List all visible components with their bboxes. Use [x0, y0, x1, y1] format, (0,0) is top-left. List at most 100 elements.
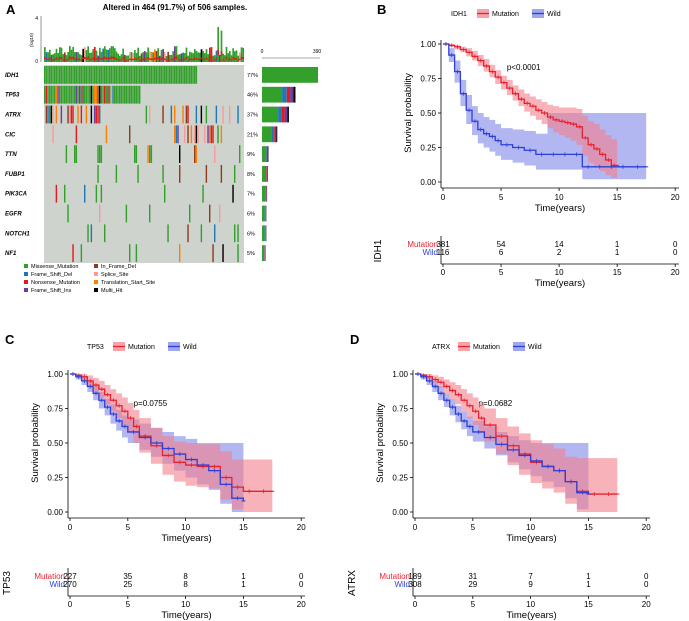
mutation-cell: [85, 105, 88, 124]
risk-count-wild: 25: [123, 580, 132, 589]
risk-x-tick-label: 0: [68, 600, 73, 609]
tmb-bar-segment: [187, 59, 189, 61]
x-tick-label: 5: [471, 523, 476, 532]
tmb-bar: [84, 47, 86, 62]
mutation-cell: [174, 105, 176, 124]
mutation-survival-curve: [443, 43, 618, 167]
tmb-bar-segment: [185, 56, 188, 60]
mutation-cell: [87, 66, 89, 84]
legend-swatch: [94, 280, 98, 284]
mutation-cell: [49, 85, 51, 104]
tmb-bar: [139, 55, 141, 62]
p-value: p<0.0001: [507, 63, 541, 72]
tmb-bar: [209, 47, 211, 62]
tmb-bar: [174, 46, 176, 62]
mutation-cell: [177, 125, 179, 144]
tmb-bar-segment: [232, 57, 234, 60]
mutation-cell: [220, 165, 223, 183]
tmb-bar: [127, 55, 129, 62]
tmb-bar-segment: [155, 58, 158, 60]
panel-letter-a: A: [6, 2, 16, 17]
risk-count-wild: 6: [499, 248, 504, 257]
tmb-bar: [59, 47, 61, 62]
tmb-bar: [110, 46, 113, 62]
mutation-cell: [72, 105, 74, 124]
legend-label: Frame_Shift_Ins: [31, 288, 72, 294]
gene-label: NF1: [5, 251, 17, 257]
mutation-cell: [137, 66, 139, 84]
tmb-bar: [102, 48, 104, 62]
mutation-cell: [72, 85, 74, 104]
y-tick-label: 0.25: [47, 474, 63, 483]
mutation-cell: [72, 244, 74, 262]
tmb-bar-segment: [52, 59, 54, 61]
y-tick-label: 1.00: [392, 370, 408, 379]
tmb-bar-segment: [85, 57, 88, 60]
gene-frequency-segment: [286, 86, 291, 103]
mutation-cell: [132, 85, 134, 104]
risk-count-mutation: 1: [241, 572, 246, 581]
gene-percent: 6%: [247, 231, 255, 237]
mutation-cell: [237, 224, 239, 243]
risk-label-wild: Wild: [49, 580, 65, 589]
p-value: p=0.0755: [134, 399, 168, 408]
mutation-cell: [194, 66, 196, 84]
tmb-bar-segment: [112, 56, 114, 59]
tmb-bar-segment: [135, 58, 138, 61]
y-tick-label: 0.50: [47, 439, 63, 448]
mutation-cell: [122, 85, 124, 104]
mutation-cell: [67, 204, 69, 223]
tmb-bar: [239, 52, 241, 62]
mutation-cell: [99, 204, 101, 223]
mutation-cell: [100, 145, 103, 163]
tmb-bar: [187, 55, 189, 62]
tmb-bar: [175, 46, 178, 62]
tmb-bar-segment: [65, 59, 68, 61]
y-tick-label: 1.00: [47, 370, 63, 379]
risk-count-mutation: 7: [528, 572, 533, 581]
mutation-cell: [75, 145, 78, 163]
tmb-bar-segment: [207, 59, 209, 61]
mutation-cell: [137, 165, 139, 183]
risk-count-wild: 116: [437, 248, 450, 257]
mutation-cell: [130, 66, 133, 84]
risk-count-mutation: 189: [408, 572, 422, 581]
tmb-bar-segment: [180, 59, 183, 61]
gene-frequency-segment: [266, 166, 267, 182]
mutation-cell: [150, 145, 153, 163]
legend-swatch: [94, 272, 98, 276]
gene-frequency-bar: [262, 86, 283, 103]
tmb-bar: [85, 50, 88, 62]
tmb-bar-segment: [150, 58, 153, 60]
mutation-cell: [204, 125, 206, 144]
mutation-cell: [179, 145, 181, 163]
km-legend-title: TP53: [87, 344, 104, 351]
tmb-bar-segment: [79, 59, 81, 61]
mutation-cell: [102, 66, 104, 84]
mutation-cell: [95, 105, 98, 124]
tmb-bar: [219, 54, 221, 62]
gene-percent: 8%: [247, 172, 255, 178]
tmb-bar-segment: [55, 57, 58, 60]
mutation-cell: [49, 105, 51, 124]
mutation-cell: [129, 125, 131, 144]
risk-count-mutation: 35: [123, 572, 132, 581]
risk-table-gene-label: TP53: [2, 571, 13, 595]
tmb-bar-segment: [130, 58, 133, 60]
gene-frequency-segment: [282, 86, 287, 103]
mutation-cell: [135, 145, 138, 163]
mutation-cell: [47, 85, 49, 104]
tmb-axis-label: (log10): [29, 32, 34, 47]
tmb-bar: [234, 51, 236, 62]
risk-count-wild: 308: [408, 580, 422, 589]
tmb-bar: [230, 55, 233, 62]
mutation-cell: [55, 85, 58, 104]
tmb-bar: [67, 51, 69, 62]
tmb-bar: [195, 50, 198, 62]
mutation-cell: [187, 105, 189, 124]
tmb-bar-segment: [127, 59, 129, 61]
tmb-bar-segment: [227, 58, 229, 61]
mutation-cell: [99, 66, 101, 84]
